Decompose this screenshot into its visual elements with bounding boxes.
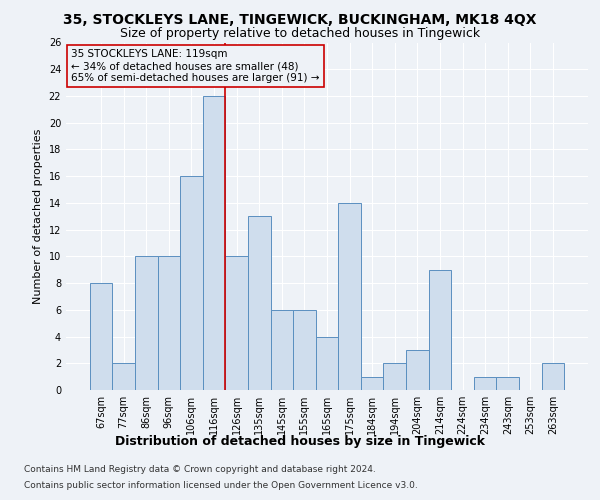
Bar [203, 96, 226, 390]
Bar [496, 376, 519, 390]
Bar [474, 376, 496, 390]
Text: 35 STOCKLEYS LANE: 119sqm
← 34% of detached houses are smaller (48)
65% of semi-: 35 STOCKLEYS LANE: 119sqm ← 34% of detac… [71, 50, 320, 82]
Bar [135, 256, 158, 390]
Bar [90, 283, 112, 390]
Bar [361, 376, 383, 390]
Bar [248, 216, 271, 390]
Bar [158, 256, 180, 390]
Bar [338, 203, 361, 390]
Text: Contains public sector information licensed under the Open Government Licence v3: Contains public sector information licen… [24, 480, 418, 490]
Y-axis label: Number of detached properties: Number of detached properties [33, 128, 43, 304]
Bar [226, 256, 248, 390]
Bar [428, 270, 451, 390]
Bar [293, 310, 316, 390]
Text: Contains HM Land Registry data © Crown copyright and database right 2024.: Contains HM Land Registry data © Crown c… [24, 466, 376, 474]
Bar [271, 310, 293, 390]
Bar [406, 350, 428, 390]
Text: Size of property relative to detached houses in Tingewick: Size of property relative to detached ho… [120, 28, 480, 40]
Bar [383, 364, 406, 390]
Bar [112, 364, 135, 390]
Bar [180, 176, 203, 390]
Text: Distribution of detached houses by size in Tingewick: Distribution of detached houses by size … [115, 435, 485, 448]
Text: 35, STOCKLEYS LANE, TINGEWICK, BUCKINGHAM, MK18 4QX: 35, STOCKLEYS LANE, TINGEWICK, BUCKINGHA… [63, 12, 537, 26]
Bar [316, 336, 338, 390]
Bar [542, 364, 564, 390]
